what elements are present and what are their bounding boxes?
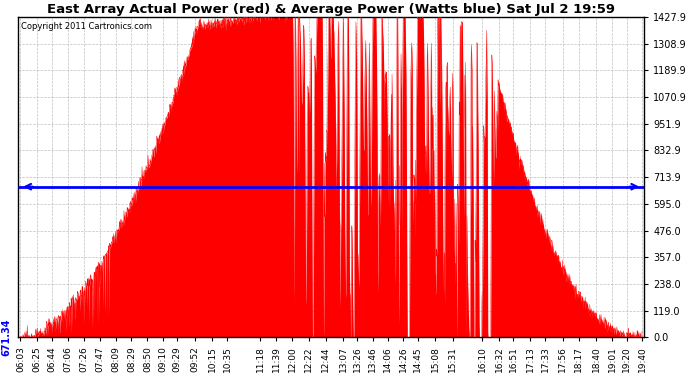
Text: Copyright 2011 Cartronics.com: Copyright 2011 Cartronics.com [21, 22, 152, 31]
Text: 671.34: 671.34 [2, 318, 12, 356]
Title: East Array Actual Power (red) & Average Power (Watts blue) Sat Jul 2 19:59: East Array Actual Power (red) & Average … [47, 3, 615, 16]
